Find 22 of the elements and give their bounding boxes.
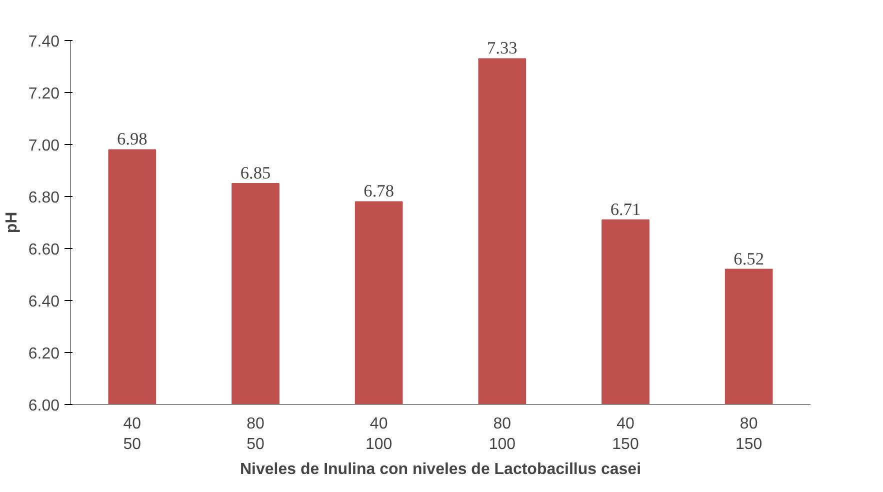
y-axis-title: pH	[3, 212, 20, 234]
y-tick-label: 7.20	[28, 86, 60, 102]
data-label: 6.78	[364, 182, 394, 201]
y-tick-label: 7.00	[28, 138, 60, 154]
data-label: 6.98	[117, 130, 148, 149]
y-tick-label: 6.40	[28, 294, 60, 310]
x-tick-label: 80 150	[735, 416, 762, 453]
x-tick-label: 40 50	[123, 416, 142, 453]
y-tick-label: 6.20	[28, 346, 60, 362]
y-tick-label: 6.00	[28, 398, 60, 414]
x-tick-label: 80 100	[488, 416, 516, 453]
x-tick-label: 40 150	[612, 416, 639, 453]
data-label: 7.33	[487, 38, 518, 58]
x-axis-title: Niveles de Inulina con niveles de Lactobacillus casei	[240, 460, 642, 478]
data-label: 6.85	[240, 164, 271, 182]
y-tick-label: 7.40	[28, 34, 60, 50]
x-tick-label: 40 100	[365, 416, 392, 453]
y-tick-label: 6.60	[28, 242, 60, 258]
y-tick-label: 6.80	[28, 190, 60, 206]
x-tick-label: 80 50	[246, 416, 264, 453]
data-label: 6.52	[734, 249, 764, 268]
data-label: 6.71	[610, 200, 641, 219]
